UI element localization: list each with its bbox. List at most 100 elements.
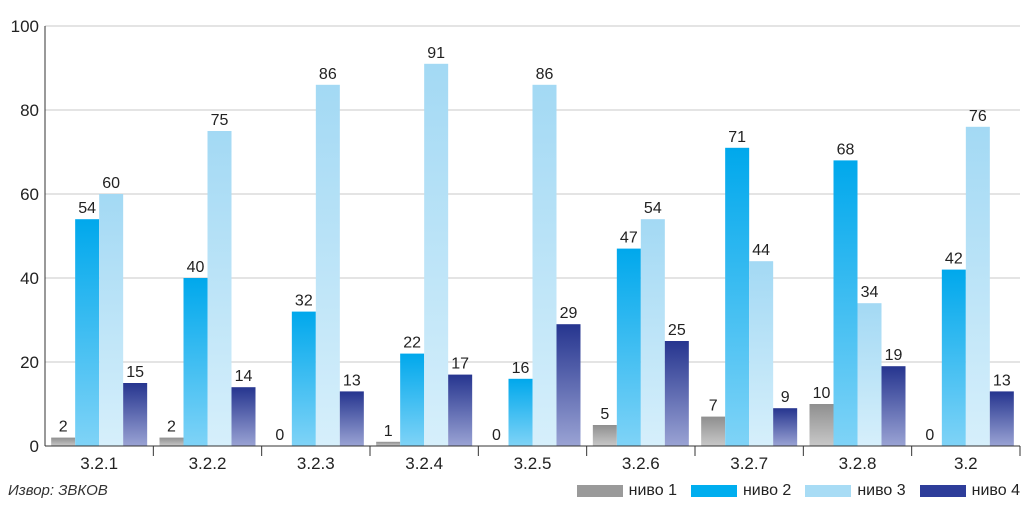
legend-label: ниво 1 [628, 482, 677, 499]
labels-layer: 2546015240751403286131229117016862954754… [59, 45, 1011, 444]
bar [989, 391, 1014, 446]
data-label: 75 [211, 112, 229, 129]
bar [616, 248, 641, 446]
legend-item: ниво 1 [576, 482, 677, 500]
bar-chart: 2546015240751403286131229117016862954754… [11, 17, 1021, 473]
data-label: 76 [969, 108, 987, 125]
data-label: 16 [512, 360, 530, 377]
data-label: 71 [728, 129, 746, 146]
y-tick-label: 80 [20, 101, 39, 120]
category-label: 3.2.2 [189, 454, 227, 473]
data-label: 25 [668, 322, 686, 339]
bar [809, 404, 834, 446]
bar [592, 425, 617, 446]
data-label: 1 [384, 423, 393, 440]
data-label: 2 [167, 419, 176, 436]
data-label: 7 [709, 398, 718, 415]
data-label: 47 [620, 230, 638, 247]
bar [75, 219, 100, 446]
data-label: 13 [343, 372, 361, 389]
bar [207, 131, 232, 446]
y-tick-label: 20 [20, 353, 39, 372]
bar [291, 311, 316, 446]
data-label: 0 [275, 427, 284, 444]
bar [339, 391, 364, 446]
bar [400, 353, 425, 446]
bar [556, 324, 581, 446]
bar [833, 160, 858, 446]
y-tick-label: 60 [20, 185, 39, 204]
legend-label: ниво 3 [857, 482, 906, 499]
y-tick-label: 40 [20, 269, 39, 288]
bar [773, 408, 798, 446]
legend: ниво 1 ниво 2 ниво 3 ниво 4 [576, 482, 1020, 500]
legend-label: ниво 2 [742, 482, 792, 499]
data-label: 9 [781, 389, 790, 406]
bar [857, 303, 882, 446]
data-label: 54 [78, 200, 96, 217]
data-label: 42 [945, 251, 963, 268]
legend-swatch [690, 485, 737, 497]
data-label: 19 [885, 347, 903, 364]
bar [664, 341, 689, 446]
legend-swatch [576, 485, 623, 497]
bar [159, 437, 184, 446]
bar [183, 278, 208, 446]
data-label: 91 [427, 45, 445, 62]
data-label: 32 [295, 293, 313, 310]
data-label: 44 [752, 242, 770, 259]
data-label: 54 [644, 200, 662, 217]
data-label: 86 [536, 66, 554, 83]
data-label: 15 [126, 364, 144, 381]
data-label: 40 [187, 259, 205, 276]
bar [99, 194, 124, 446]
legend-item: ниво 3 [805, 482, 906, 500]
bar [51, 437, 76, 446]
category-label: 3.2.5 [514, 454, 552, 473]
bar [640, 219, 665, 446]
bar [725, 147, 750, 447]
bars-layer [51, 63, 1014, 447]
bar [965, 126, 990, 447]
legend-label: ниво 4 [971, 482, 1020, 499]
data-label: 86 [319, 66, 337, 83]
category-label: 3.2.3 [297, 454, 335, 473]
data-label: 60 [102, 175, 120, 192]
legend-item: ниво 4 [919, 482, 1020, 500]
legend-swatch [919, 485, 966, 497]
data-label: 13 [993, 372, 1011, 389]
category-label: 3.2.1 [80, 454, 118, 473]
data-label: 22 [403, 335, 421, 352]
y-tick-label: 0 [30, 437, 39, 456]
bar [941, 269, 966, 446]
category-label: 3.2.7 [730, 454, 768, 473]
data-label: 14 [235, 368, 253, 385]
bar [376, 441, 401, 446]
bar [749, 261, 774, 446]
data-label: 0 [492, 427, 501, 444]
bar [123, 383, 148, 446]
data-label: 68 [837, 141, 855, 158]
data-label: 34 [861, 284, 879, 301]
bar [231, 387, 256, 446]
data-label: 29 [560, 305, 578, 322]
data-label: 0 [925, 427, 934, 444]
bar [881, 366, 906, 446]
source-note: Извор: ЗВКОВ [8, 482, 108, 499]
category-label: 3.2 [954, 454, 978, 473]
category-label: 3.2.8 [839, 454, 877, 473]
category-label: 3.2.6 [622, 454, 660, 473]
data-label: 2 [59, 419, 68, 436]
y-tick-label: 100 [11, 17, 39, 36]
data-label: 5 [600, 406, 609, 423]
data-label: 10 [813, 385, 831, 402]
bar [315, 84, 340, 447]
legend-swatch [805, 485, 852, 497]
bar [424, 63, 449, 447]
bar [448, 374, 473, 446]
bar [508, 378, 533, 446]
category-label: 3.2.4 [405, 454, 443, 473]
legend-item: ниво 2 [690, 482, 792, 500]
